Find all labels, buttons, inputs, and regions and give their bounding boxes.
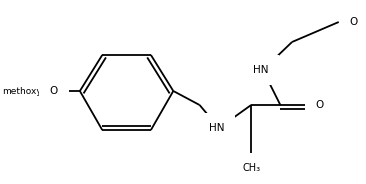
Text: O: O (349, 17, 358, 27)
Text: CH₃: CH₃ (242, 163, 260, 173)
Text: O: O (51, 86, 59, 96)
Text: O: O (315, 100, 324, 110)
Text: O: O (49, 86, 58, 96)
Text: HN: HN (209, 123, 225, 133)
Text: methoxy: methoxy (3, 86, 42, 95)
Text: HN: HN (253, 65, 269, 75)
